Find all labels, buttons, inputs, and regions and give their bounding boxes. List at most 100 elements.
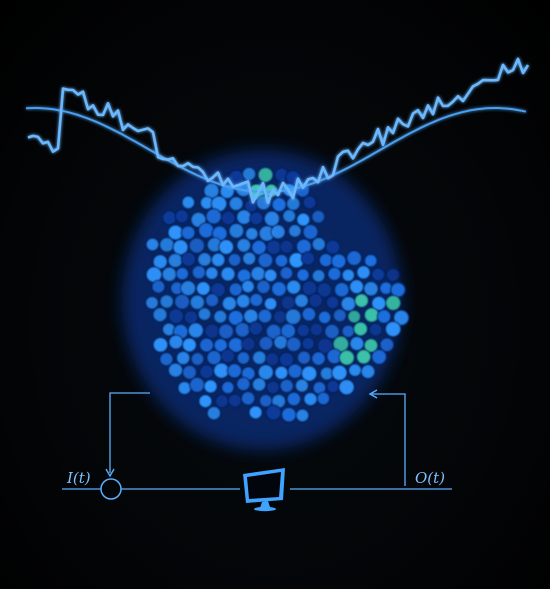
cell	[220, 210, 236, 226]
cell	[286, 391, 302, 407]
cell	[333, 281, 350, 298]
monitor-stand	[260, 501, 270, 508]
cell	[167, 252, 184, 269]
cell	[338, 378, 355, 396]
cell	[271, 196, 287, 213]
cell	[282, 208, 297, 224]
cell	[161, 210, 178, 226]
cell	[190, 351, 205, 367]
monitor-base	[254, 506, 276, 512]
cell	[213, 337, 229, 353]
cell	[145, 237, 160, 252]
cell	[218, 238, 235, 256]
cell	[302, 195, 318, 210]
cell	[280, 406, 297, 423]
cell	[317, 310, 332, 325]
cell	[187, 322, 205, 339]
cell	[341, 268, 356, 283]
cell	[240, 390, 256, 406]
cell	[180, 251, 197, 268]
cell	[214, 394, 230, 409]
cell	[384, 320, 402, 338]
cell	[284, 308, 302, 326]
cell	[265, 380, 281, 395]
cell	[198, 394, 213, 409]
cell	[327, 266, 342, 282]
cell	[285, 279, 302, 295]
cell	[227, 393, 243, 408]
cell	[240, 336, 257, 352]
cell	[348, 363, 363, 378]
cell	[295, 408, 310, 423]
input-signal-label: I(t)	[67, 469, 91, 487]
cell	[188, 237, 206, 255]
cell	[341, 324, 356, 339]
cell	[311, 209, 326, 224]
cell	[326, 379, 341, 394]
cell	[273, 334, 289, 350]
cell	[296, 323, 311, 338]
cell	[376, 309, 392, 325]
cell	[159, 294, 175, 309]
signal-traces	[25, 57, 530, 204]
cell	[274, 365, 289, 381]
cell	[180, 225, 196, 241]
cell	[287, 223, 302, 238]
cell	[309, 322, 324, 337]
cell	[197, 251, 213, 267]
cell	[167, 362, 184, 378]
cell	[272, 309, 288, 325]
input-feedback-path	[109, 392, 150, 473]
cell	[270, 280, 288, 298]
cell	[300, 365, 318, 382]
cell	[296, 268, 310, 282]
cell	[248, 292, 264, 308]
cell	[256, 279, 272, 295]
cell	[324, 239, 341, 256]
cell	[151, 279, 166, 294]
cell	[236, 237, 252, 253]
cell	[363, 307, 380, 323]
cell	[385, 267, 401, 283]
cell	[338, 349, 355, 366]
cell	[263, 296, 278, 311]
cell	[244, 226, 259, 241]
cell	[353, 321, 369, 337]
cell	[248, 211, 264, 226]
cell	[144, 295, 159, 310]
cell	[240, 279, 255, 294]
cell	[250, 265, 267, 282]
cell	[210, 252, 226, 268]
cell	[175, 266, 190, 281]
output-signal-label: O(t)	[415, 469, 446, 487]
cell	[280, 322, 297, 340]
cell	[279, 239, 294, 255]
cell	[318, 252, 334, 268]
cell	[198, 337, 215, 353]
cell	[294, 378, 310, 393]
cell	[274, 253, 289, 268]
cell	[181, 195, 196, 210]
cell	[228, 222, 245, 239]
cell	[294, 293, 310, 309]
cell	[221, 295, 238, 312]
output-feedback-path	[372, 393, 406, 486]
cell	[197, 307, 212, 322]
measured-output-trace	[27, 57, 530, 204]
cell	[346, 250, 363, 267]
cell	[311, 268, 326, 283]
cell	[330, 253, 347, 270]
cell	[368, 322, 383, 337]
cell	[204, 292, 220, 308]
cell	[181, 337, 198, 353]
cell	[179, 280, 197, 297]
cell	[285, 336, 302, 353]
cell	[248, 405, 263, 420]
cell	[213, 309, 228, 324]
cell	[188, 376, 206, 393]
cell	[311, 236, 327, 252]
cell	[228, 196, 244, 212]
cell	[191, 264, 207, 280]
cell	[228, 282, 243, 297]
